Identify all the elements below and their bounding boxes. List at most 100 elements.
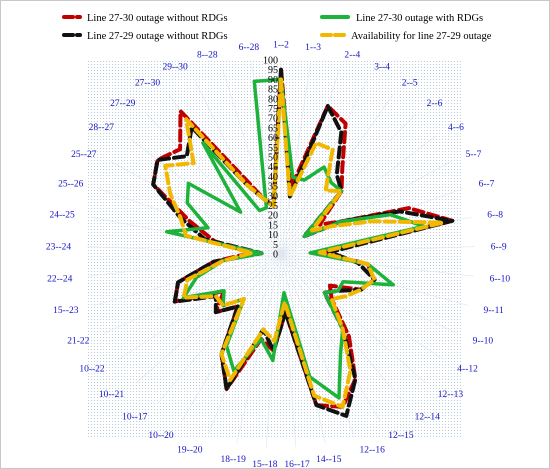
category-label-12--14: 12--14 <box>415 413 441 423</box>
category-label-6--28: 6--28 <box>239 43 260 53</box>
category-label-22--24: 22--24 <box>47 275 73 285</box>
r-tick-label-15: 15 <box>268 220 278 231</box>
category-label-1--2: 1--2 <box>273 41 289 51</box>
r-tick-label-30: 30 <box>268 191 278 202</box>
r-tick-label-85: 85 <box>268 85 278 96</box>
spoke-10--22 <box>118 253 282 360</box>
legend: Line 27-30 outage without RDGs Line 27-2… <box>62 13 492 42</box>
category-label-5--7: 5--7 <box>466 150 482 160</box>
spoke-1--3 <box>280 62 311 255</box>
category-label-10--22: 10--22 <box>79 365 105 375</box>
radial-tick-labels: 0510152025303540455055606570758085909510… <box>263 56 278 261</box>
spoke-27--29 <box>146 113 282 255</box>
category-label-19--20: 19--20 <box>177 445 203 455</box>
r-tick-label-80: 80 <box>268 94 278 105</box>
category-label-2--5: 2--5 <box>402 79 418 89</box>
category-label-29--30: 29--30 <box>162 62 188 72</box>
spoke-14--15 <box>280 253 326 443</box>
spoke-12--13 <box>280 253 426 384</box>
spoke-2--4 <box>280 68 340 255</box>
series-layer <box>151 67 455 418</box>
legend-item-3: Availability for line 27-29 outage <box>320 31 492 42</box>
category-label-4--12: 4--12 <box>457 365 478 375</box>
legend-label-3: Availability for line 27-29 outage <box>351 31 492 42</box>
r-tick-label-10: 10 <box>268 230 278 241</box>
category-label-2--6: 2--6 <box>427 99 443 109</box>
category-label-4--6: 4--6 <box>448 123 464 133</box>
spoke-22--24 <box>88 253 282 277</box>
category-label-21-22: 21-22 <box>67 336 89 346</box>
spoke-2--5 <box>280 95 393 255</box>
category-label-15--23: 15--23 <box>53 306 79 316</box>
category-label-6--9: 6--9 <box>491 243 507 253</box>
legend-label-2: Line 27-30 outage with RDGs <box>356 13 483 24</box>
r-tick-label-5: 5 <box>273 240 278 251</box>
spoke-19--20 <box>208 253 282 435</box>
spoke-18--19 <box>236 253 282 443</box>
spoke-4--12 <box>280 253 444 360</box>
category-label-12--13: 12--13 <box>438 390 464 400</box>
legend-item-2: Line 27-30 outage with RDGs <box>320 13 483 24</box>
category-label-10--21: 10--21 <box>99 390 125 400</box>
category-label-9--10: 9--10 <box>473 336 494 346</box>
category-label-10--20: 10--20 <box>148 431 174 441</box>
r-tick-label-50: 50 <box>268 153 278 164</box>
category-label-6--8: 6--8 <box>487 211 503 221</box>
spoke-29--30 <box>194 79 282 255</box>
r-tick-label-35: 35 <box>268 182 278 193</box>
legend-label-1: Line 27-29 outage without RDGs <box>87 31 228 42</box>
category-label-18--19: 18--19 <box>221 455 247 465</box>
category-label-10--17: 10--17 <box>122 413 148 423</box>
category-label-9--11: 9--11 <box>484 306 504 316</box>
spoke-16--17 <box>280 253 297 448</box>
spoke-6--10 <box>280 253 474 277</box>
category-label-25--26: 25--26 <box>58 180 84 190</box>
spoke-9--10 <box>280 253 459 334</box>
r-tick-label-100: 100 <box>263 56 278 67</box>
category-label-14--15: 14--15 <box>316 455 342 465</box>
r-tick-label-95: 95 <box>268 65 278 76</box>
category-label-8--28: 8--28 <box>197 50 218 60</box>
category-label-15--18: 15--18 <box>252 460 278 469</box>
category-label-23--24: 23--24 <box>46 243 72 253</box>
legend-item-1: Line 27-29 outage without RDGs <box>62 31 228 42</box>
category-label-27--30: 27--30 <box>135 79 161 89</box>
spoke-5--7 <box>280 161 452 255</box>
spoke-28--27 <box>126 136 282 255</box>
r-tick-label-60: 60 <box>268 133 278 144</box>
spoke-25--27 <box>110 161 282 255</box>
r-tick-label-75: 75 <box>268 104 278 115</box>
series-3-line <box>163 77 445 409</box>
spoke-2--6 <box>280 113 416 255</box>
category-label-24--25: 24--25 <box>49 211 75 221</box>
r-tick-label-65: 65 <box>268 123 278 134</box>
spoke-8--28 <box>222 68 282 255</box>
legend-label-0: Line 27-30 outage without RDGs <box>87 13 228 24</box>
category-label-6--7: 6--7 <box>479 180 495 190</box>
legend-item-0: Line 27-30 outage without RDGs <box>62 13 228 24</box>
category-label-6--10: 6--10 <box>490 275 511 285</box>
category-label-16--17: 16--17 <box>284 460 310 469</box>
r-tick-label-55: 55 <box>268 143 278 154</box>
category-label-28--27: 28--27 <box>89 123 115 133</box>
r-tick-label-25: 25 <box>268 201 278 212</box>
category-label-25--27: 25--27 <box>71 150 97 160</box>
category-label-27--29: 27--29 <box>110 99 136 109</box>
category-labels: 1--2 1--3 2--4 3--4 2--5 2--6 4--6 5--7 6--7 6--8… <box>46 41 511 469</box>
spoke-10--21 <box>136 253 282 384</box>
spoke-12--15 <box>280 253 381 421</box>
spoke-21-22 <box>103 253 282 334</box>
r-tick-label-0: 0 <box>273 250 278 261</box>
r-tick-label-45: 45 <box>268 162 278 173</box>
r-tick-label-70: 70 <box>268 114 278 125</box>
r-tick-label-20: 20 <box>268 211 278 222</box>
r-tick-label-90: 90 <box>268 75 278 86</box>
category-label-12--16: 12--16 <box>360 445 386 455</box>
r-tick-label-40: 40 <box>268 172 278 183</box>
category-label-3--4: 3--4 <box>374 62 390 72</box>
category-label-1--3: 1--3 <box>305 43 321 53</box>
category-label-2--4: 2--4 <box>344 50 360 60</box>
category-label-12--15: 12--15 <box>388 431 414 441</box>
spoke-10--17 <box>157 253 282 404</box>
